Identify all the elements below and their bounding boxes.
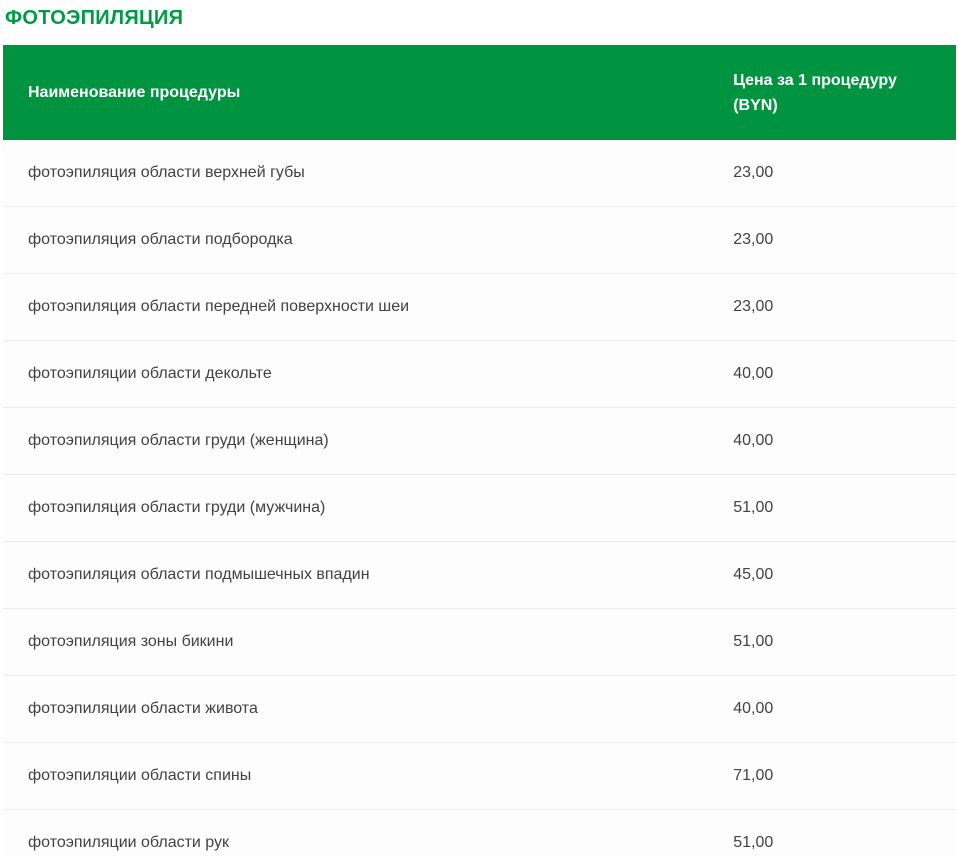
procedure-price-cell: 40,00 bbox=[708, 675, 956, 743]
table-row: фотоэпиляция области передней поверхност… bbox=[3, 273, 956, 341]
procedure-name-cell: фотоэпиляция области подбородка bbox=[3, 206, 709, 274]
procedure-price-cell: 23,00 bbox=[708, 206, 956, 274]
procedure-name-cell: фотоэпиляция области передней поверхност… bbox=[3, 273, 709, 341]
table-row: фотоэпиляция области груди (женщина) 40,… bbox=[3, 407, 956, 475]
procedure-name-cell: фотоэпиляция зоны бикини bbox=[3, 608, 709, 676]
procedure-name-cell: фотоэпиляция области груди (женщина) bbox=[3, 407, 709, 475]
table-row: фотоэпиляции области спины 71,00 bbox=[3, 742, 956, 810]
procedure-price-cell: 45,00 bbox=[708, 541, 956, 609]
procedure-price-cell: 71,00 bbox=[708, 742, 956, 810]
procedure-price-cell: 23,00 bbox=[708, 140, 956, 207]
procedure-name-cell: фотоэпиляция области верхней губы bbox=[3, 140, 709, 207]
table-row: фотоэпиляция области подмышечных впадин … bbox=[3, 541, 956, 609]
table-header-row: Наименование процедуры Цена за 1 процеду… bbox=[3, 45, 956, 140]
procedure-name-cell: фотоэпиляции области спины bbox=[3, 742, 709, 810]
procedure-price-cell: 40,00 bbox=[708, 407, 956, 475]
procedure-price-cell: 51,00 bbox=[708, 608, 956, 676]
procedure-name-cell: фотоэпиляции области живота bbox=[3, 675, 709, 743]
table-row: фотоэпиляция зоны бикини 51,00 bbox=[3, 608, 956, 676]
price-table: Наименование процедуры Цена за 1 процеду… bbox=[3, 45, 956, 856]
procedure-price-cell: 23,00 bbox=[708, 273, 956, 341]
table-row: фотоэпиляция области подбородка 23,00 bbox=[3, 206, 956, 274]
procedure-name-cell: фотоэпиляции области декольте bbox=[3, 340, 709, 408]
table-row: фотоэпиляции области живота 40,00 bbox=[3, 675, 956, 743]
table-row: фотоэпиляция области груди (мужчина) 51,… bbox=[3, 474, 956, 542]
page-title: ФОТОЭПИЛЯЦИЯ bbox=[5, 7, 184, 29]
procedure-name-cell: фотоэпиляция области груди (мужчина) bbox=[3, 474, 709, 542]
column-header-price: Цена за 1 процедуру (BYN) bbox=[708, 45, 956, 140]
table-row: фотоэпиляции области рук 51,00 bbox=[3, 809, 956, 856]
procedure-price-cell: 40,00 bbox=[708, 340, 956, 408]
table-body: фотоэпиляция области верхней губы 23,00 … bbox=[3, 140, 956, 856]
column-header-procedure-name: Наименование процедуры bbox=[3, 45, 709, 140]
table-row: фотоэпиляции области декольте 40,00 bbox=[3, 340, 956, 408]
procedure-price-cell: 51,00 bbox=[708, 474, 956, 542]
procedure-name-cell: фотоэпиляция области подмышечных впадин bbox=[3, 541, 709, 609]
procedure-price-cell: 51,00 bbox=[708, 809, 956, 856]
table-row: фотоэпиляция области верхней губы 23,00 bbox=[3, 140, 956, 207]
procedure-name-cell: фотоэпиляции области рук bbox=[3, 809, 709, 856]
